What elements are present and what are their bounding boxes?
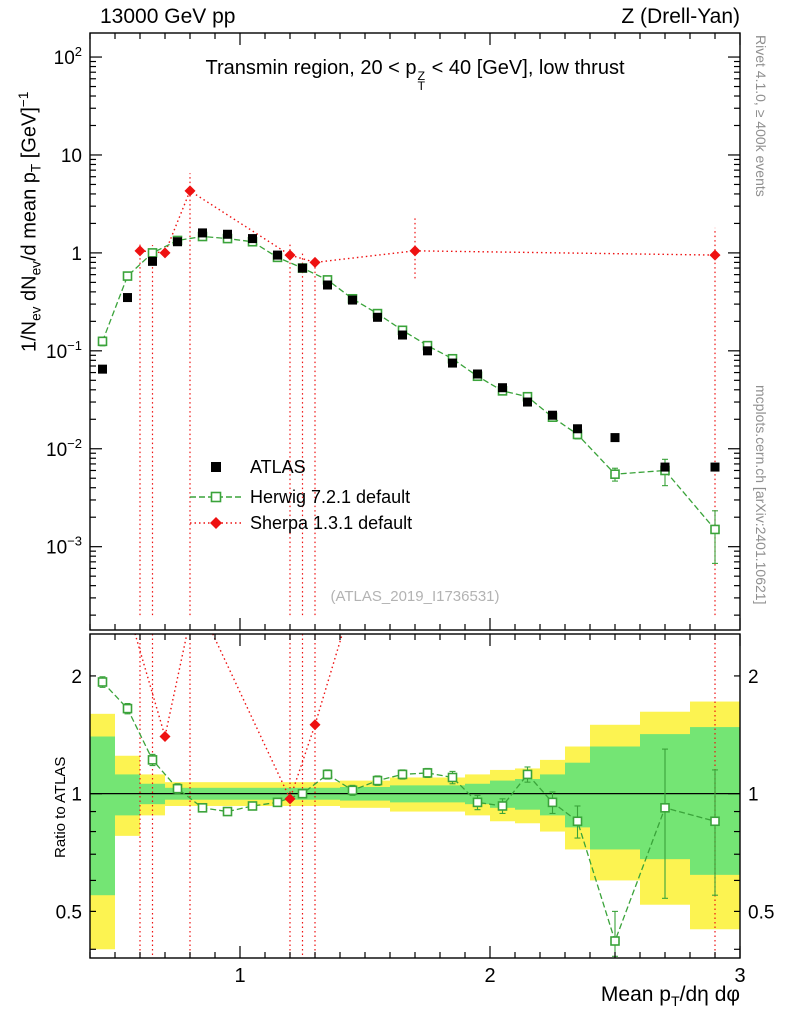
ratio-y-axis-label: Ratio to ATLAS: [52, 756, 69, 858]
svg-text:3: 3: [734, 965, 745, 987]
x-axis-label: Mean pT/dη dφ: [340, 983, 740, 1010]
ylabel-sub: ev: [28, 306, 44, 321]
axes-layer: 1 2 3 10−3 10−2 10−1 1 10 102 0.5 0.5 1 1 2 2: [46, 32, 774, 987]
ylabel-seg: /d mean p: [18, 172, 41, 262]
svg-text:10−1: 10−1: [46, 338, 82, 363]
svg-text:2: 2: [71, 667, 82, 688]
svg-text:Herwig 7.2.1 default: Herwig 7.2.1 default: [250, 487, 410, 507]
xlabel-seg: Mean p: [600, 983, 671, 1006]
ylabel-sup: −1: [16, 91, 31, 108]
svg-text:1: 1: [71, 785, 82, 806]
svg-text:102: 102: [54, 44, 82, 69]
title-text-end: < 40 [GeV], low thrust: [426, 57, 625, 79]
svg-text:2: 2: [748, 667, 759, 688]
analysis-watermark: (ATLAS_2019_I1736531): [330, 588, 500, 605]
svg-text:10−3: 10−3: [46, 534, 82, 559]
rivet-version-note: Rivet 4.1.0, ≥ 400k events: [753, 35, 769, 197]
mcplots-arxiv-note: mcplots.cern.ch [arXiv:2401.10621]: [753, 385, 769, 605]
svg-text:1: 1: [71, 244, 82, 265]
svg-text:Sherpa 1.3.1 default: Sherpa 1.3.1 default: [250, 513, 412, 533]
title-superscript: Z: [417, 69, 426, 84]
xlabel-sub: T: [670, 994, 680, 1011]
ylabel-sub: T: [28, 163, 44, 173]
beam-energy-header: 13000 GeV pp: [100, 5, 236, 28]
ylabel-seg: [GeV]: [18, 107, 41, 164]
svg-text:1: 1: [748, 785, 759, 806]
ratio-series-layer: [90, 634, 740, 958]
ylabel-sub: ev: [28, 261, 44, 276]
xlabel-seg: /dη dφ: [679, 983, 740, 1006]
svg-text:ATLAS: ATLAS: [250, 457, 306, 477]
process-header: Z (Drell-Yan): [621, 5, 740, 28]
title-text: Transmin region, 20 < p: [205, 57, 417, 79]
svg-text:2: 2: [484, 965, 495, 987]
main-series-layer: [97, 173, 721, 616]
svg-text:1: 1: [234, 965, 245, 987]
y-axis-label: 1/Nev dNev/d mean pT [GeV]−1: [16, 92, 44, 352]
legend: ATLAS Herwig 7.2.1 default Sherpa 1.3.1 de…: [190, 457, 412, 533]
title-subscript: T: [417, 79, 426, 94]
ylabel-seg: dN: [18, 275, 41, 307]
svg-text:0.5: 0.5: [748, 902, 774, 923]
svg-text:10: 10: [61, 146, 82, 167]
svg-text:10−2: 10−2: [46, 436, 82, 461]
svg-text:0.5: 0.5: [56, 902, 82, 923]
ylabel-seg: 1/N: [18, 320, 41, 352]
